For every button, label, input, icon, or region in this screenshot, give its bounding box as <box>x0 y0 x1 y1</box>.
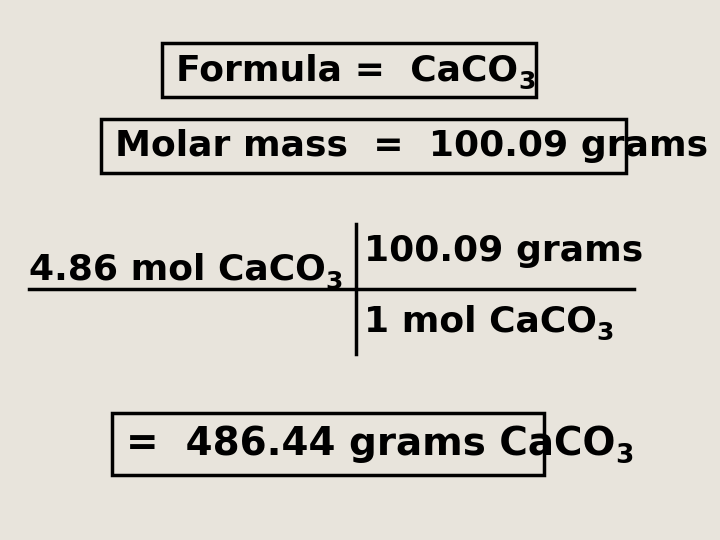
Text: 1 mol CaCO: 1 mol CaCO <box>364 305 597 338</box>
Text: 3: 3 <box>325 270 343 294</box>
FancyBboxPatch shape <box>112 413 544 475</box>
Text: 4.86 mol CaCO: 4.86 mol CaCO <box>29 253 325 287</box>
Text: 3: 3 <box>616 443 634 469</box>
Text: 3: 3 <box>518 70 536 94</box>
Text: Formula =  CaCO: Formula = CaCO <box>176 53 518 87</box>
Text: =  486.44 grams CaCO: = 486.44 grams CaCO <box>126 425 616 463</box>
Text: Molar mass  =  100.09 grams: Molar mass = 100.09 grams <box>115 129 708 163</box>
Text: 100.09 grams: 100.09 grams <box>364 234 643 268</box>
FancyBboxPatch shape <box>101 119 626 173</box>
FancyBboxPatch shape <box>162 43 536 97</box>
Text: 3: 3 <box>597 321 614 345</box>
